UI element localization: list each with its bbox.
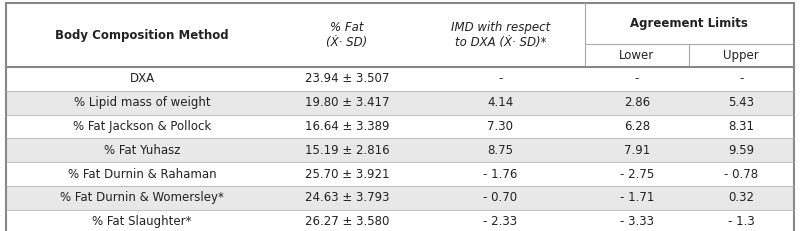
Text: Body Composition Method: Body Composition Method bbox=[55, 29, 229, 42]
Text: - 1.76: - 1.76 bbox=[483, 167, 518, 181]
Text: - 0.78: - 0.78 bbox=[724, 167, 758, 181]
Text: - 3.33: - 3.33 bbox=[620, 215, 654, 228]
Bar bbox=[6, 186, 794, 210]
Text: Upper: Upper bbox=[723, 49, 759, 62]
Text: 5.43: 5.43 bbox=[728, 96, 754, 109]
Text: 7.30: 7.30 bbox=[487, 120, 514, 133]
Text: 26.27 ± 3.580: 26.27 ± 3.580 bbox=[305, 215, 389, 228]
Text: 9.59: 9.59 bbox=[728, 144, 754, 157]
Text: 24.63 ± 3.793: 24.63 ± 3.793 bbox=[305, 191, 389, 204]
Text: 23.94 ± 3.507: 23.94 ± 3.507 bbox=[305, 72, 389, 85]
Text: 8.31: 8.31 bbox=[728, 120, 754, 133]
Text: 15.19 ± 2.816: 15.19 ± 2.816 bbox=[305, 144, 389, 157]
Text: % Fat Durnin & Rahaman: % Fat Durnin & Rahaman bbox=[68, 167, 217, 181]
Bar bbox=[6, 67, 794, 91]
Text: 25.70 ± 3.921: 25.70 ± 3.921 bbox=[305, 167, 389, 181]
Bar bbox=[6, 138, 794, 162]
Text: - 2.75: - 2.75 bbox=[620, 167, 654, 181]
Text: 8.75: 8.75 bbox=[487, 144, 514, 157]
Text: 16.64 ± 3.389: 16.64 ± 3.389 bbox=[305, 120, 389, 133]
Text: -: - bbox=[498, 72, 502, 85]
Text: % Fat Durnin & Womersley*: % Fat Durnin & Womersley* bbox=[60, 191, 224, 204]
Text: 4.14: 4.14 bbox=[487, 96, 514, 109]
Text: 7.91: 7.91 bbox=[624, 144, 650, 157]
Bar bbox=[6, 115, 794, 138]
Text: % Fat Slaughter*: % Fat Slaughter* bbox=[93, 215, 192, 228]
Text: 0.32: 0.32 bbox=[728, 191, 754, 204]
Bar bbox=[6, 162, 794, 186]
Text: % Fat Yuhasz: % Fat Yuhasz bbox=[104, 144, 181, 157]
Text: - 0.70: - 0.70 bbox=[483, 191, 518, 204]
Text: 6.28: 6.28 bbox=[624, 120, 650, 133]
Bar bbox=[6, 91, 794, 115]
Text: -: - bbox=[634, 72, 639, 85]
Text: % Fat Jackson & Pollock: % Fat Jackson & Pollock bbox=[73, 120, 211, 133]
Text: - 2.33: - 2.33 bbox=[483, 215, 518, 228]
Text: % Fat
(Ẋ· SD): % Fat (Ẋ· SD) bbox=[326, 21, 367, 49]
Text: 2.86: 2.86 bbox=[624, 96, 650, 109]
Text: - 1.3: - 1.3 bbox=[728, 215, 754, 228]
Bar bbox=[6, 210, 794, 231]
Text: % Lipid mass of weight: % Lipid mass of weight bbox=[74, 96, 210, 109]
Text: DXA: DXA bbox=[130, 72, 154, 85]
Text: IMD with respect
to DXA (Ẋ· SD)*: IMD with respect to DXA (Ẋ· SD)* bbox=[450, 21, 550, 49]
Text: - 1.71: - 1.71 bbox=[620, 191, 654, 204]
Text: 19.80 ± 3.417: 19.80 ± 3.417 bbox=[305, 96, 389, 109]
Text: Agreement Limits: Agreement Limits bbox=[630, 17, 748, 30]
Text: Lower: Lower bbox=[619, 49, 654, 62]
Text: -: - bbox=[739, 72, 743, 85]
